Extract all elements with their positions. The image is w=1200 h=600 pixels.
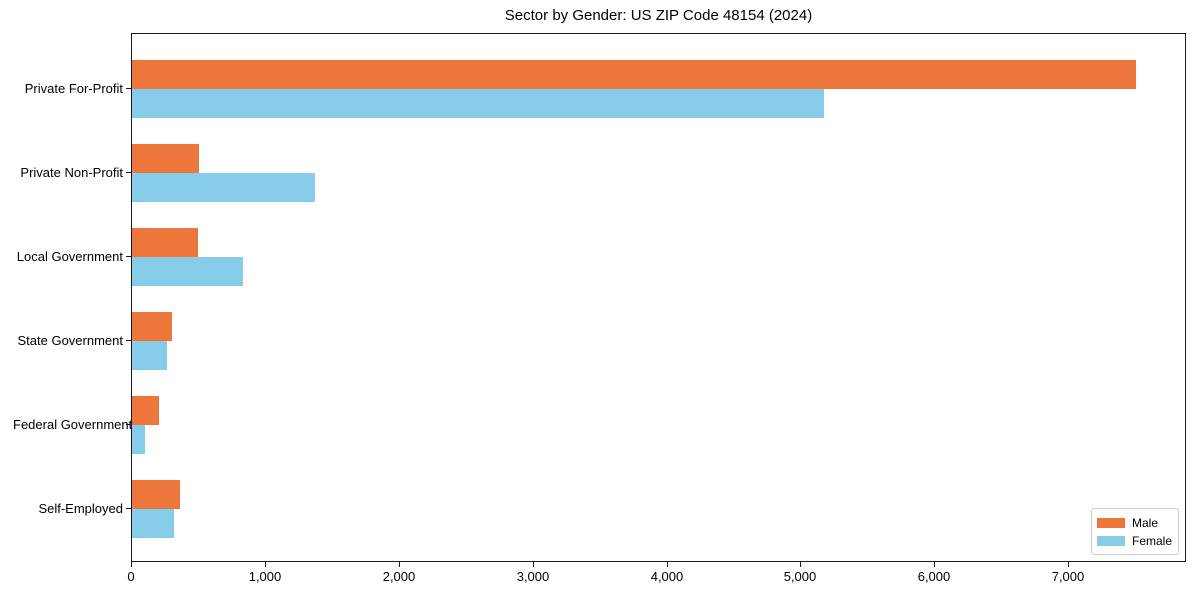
bar-male-private-for-profit xyxy=(132,60,1136,89)
ytick-label-private-non-profit: Private Non-Profit xyxy=(20,165,123,180)
ytick-mark xyxy=(126,172,131,173)
ytick-mark xyxy=(126,88,131,89)
legend-swatch-female xyxy=(1097,535,1125,546)
bar-female-federal-government xyxy=(132,425,145,454)
bar-male-self-employed xyxy=(132,480,180,509)
xtick-mark xyxy=(667,562,668,567)
ytick-label-self-employed: Self-Employed xyxy=(38,501,123,516)
ytick-label-state-government: State Government xyxy=(17,333,124,348)
legend-swatch-male xyxy=(1097,517,1125,528)
ytick-mark xyxy=(126,424,131,425)
xtick-mark xyxy=(533,562,534,567)
xtick-mark xyxy=(1068,562,1069,567)
xtick-mark xyxy=(131,562,132,567)
legend-label-male: Male xyxy=(1132,515,1159,530)
xtick-label-3-000: 3,000 xyxy=(516,569,550,584)
xtick-label-2-000: 2,000 xyxy=(382,569,416,584)
xtick-mark xyxy=(934,562,935,567)
bar-male-private-non-profit xyxy=(132,144,199,173)
xtick-mark xyxy=(265,562,266,567)
ytick-mark xyxy=(126,256,131,257)
xtick-label-5-000: 5,000 xyxy=(783,569,817,584)
ytick-label-local-government: Local Government xyxy=(16,249,123,264)
xtick-label-4-000: 4,000 xyxy=(650,569,684,584)
bar-female-local-government xyxy=(132,257,243,286)
bar-male-state-government xyxy=(132,312,172,341)
bar-male-local-government xyxy=(132,228,198,257)
chart-title: Sector by Gender: US ZIP Code 48154 (202… xyxy=(504,7,813,24)
legend-label-female: Female xyxy=(1132,533,1173,548)
xtick-label-1-000: 1,000 xyxy=(248,569,282,584)
xtick-mark xyxy=(399,562,400,567)
legend: Male Female xyxy=(1091,508,1179,555)
bar-female-state-government xyxy=(132,341,167,370)
legend-entry-male: Male xyxy=(1097,517,1173,529)
plot-area xyxy=(131,33,1186,562)
ytick-label-private-for-profit: Private For-Profit xyxy=(24,81,123,96)
ytick-mark xyxy=(126,508,131,509)
xtick-label-6-000: 6,000 xyxy=(917,569,951,584)
xtick-mark xyxy=(800,562,801,567)
bar-male-federal-government xyxy=(132,396,159,425)
legend-entry-female: Female xyxy=(1097,535,1173,547)
bar-female-private-for-profit xyxy=(132,89,824,118)
ytick-label-federal-government: Federal Government xyxy=(13,417,133,432)
xtick-label-7-000: 7,000 xyxy=(1051,569,1085,584)
bar-female-self-employed xyxy=(132,509,174,538)
ytick-mark xyxy=(126,340,131,341)
xtick-label-0: 0 xyxy=(127,569,135,584)
bar-female-private-non-profit xyxy=(132,173,315,202)
